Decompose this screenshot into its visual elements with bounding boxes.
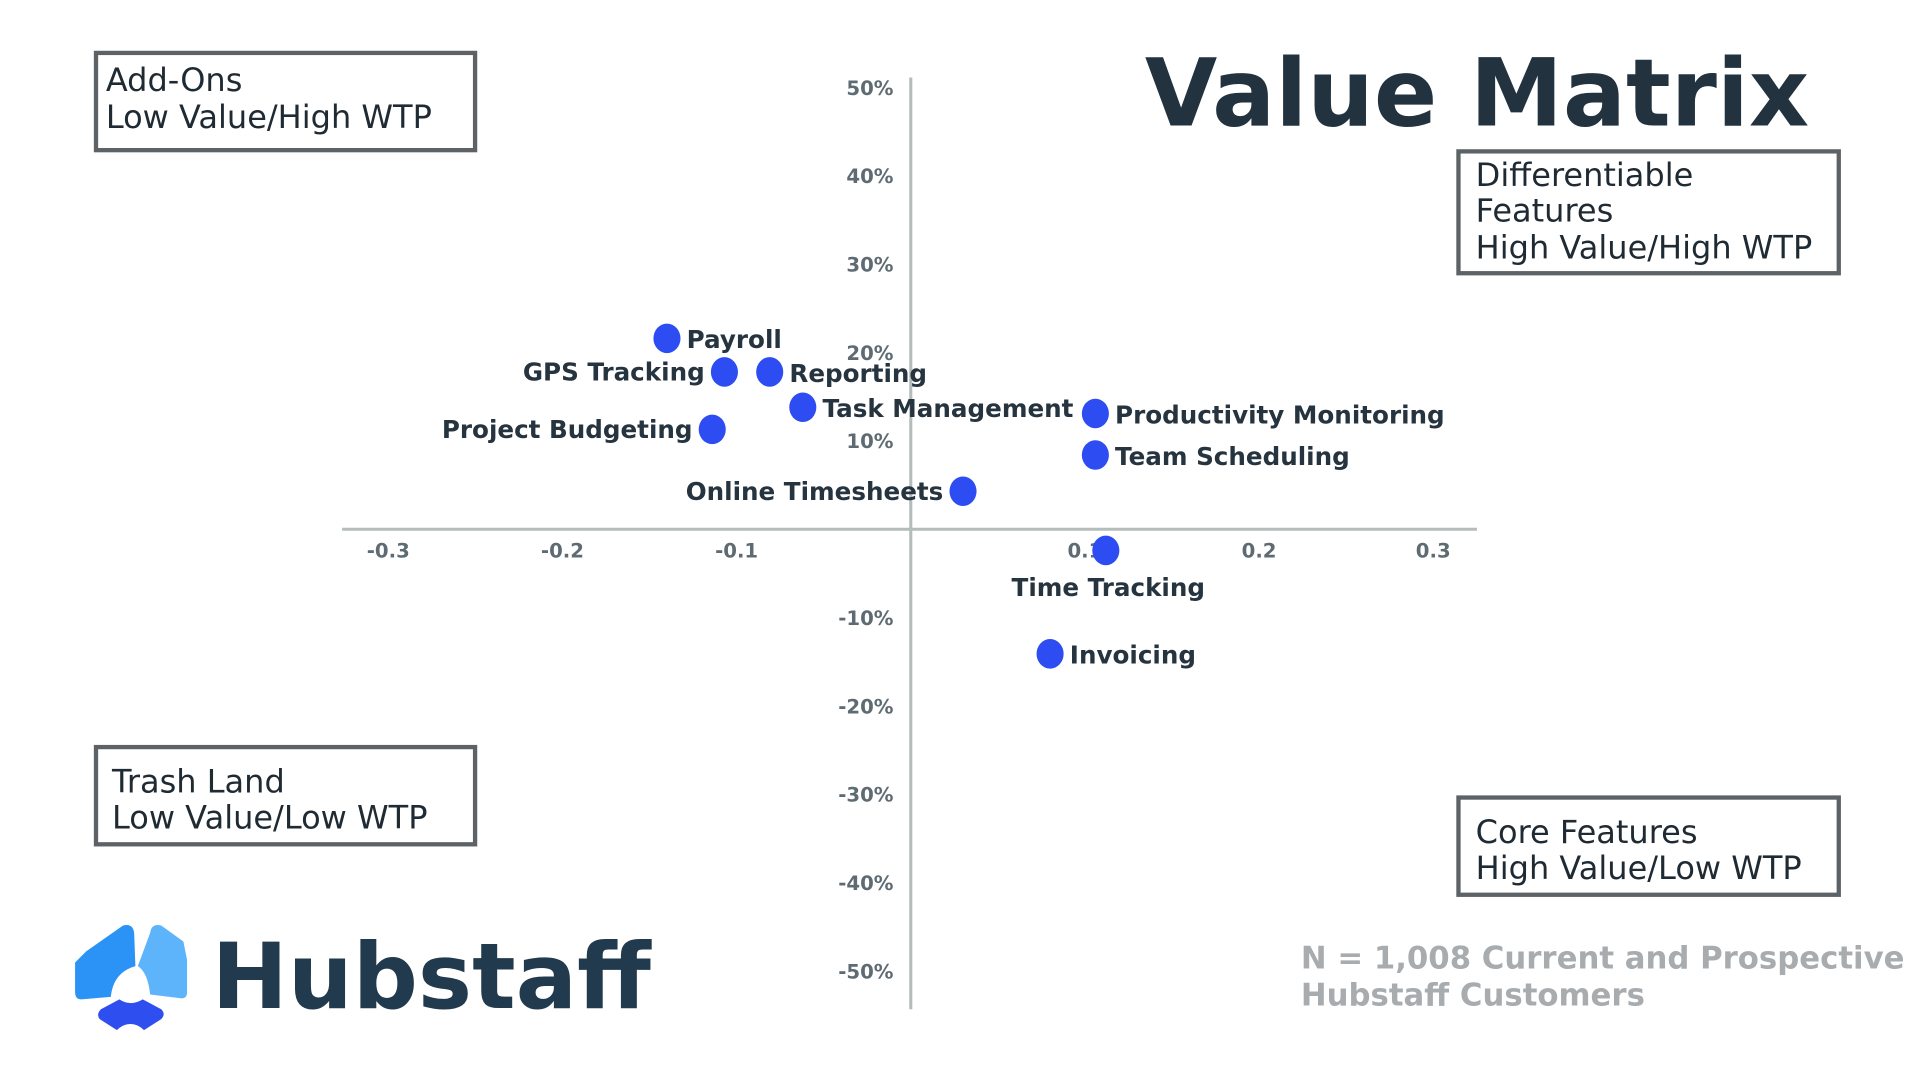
data-point[interactable] [1036, 639, 1064, 669]
quadrant-title: Trash Land [111, 763, 285, 801]
data-point-group: GPS Tracking [523, 357, 738, 387]
y-tick-label: 50% [846, 77, 893, 100]
data-point-group: Invoicing [1036, 639, 1196, 670]
data-point[interactable] [1092, 535, 1120, 566]
y-tick-label: -40% [838, 872, 894, 895]
quadrant-subtitle: Low Value/High WTP [106, 98, 432, 136]
quadrant-box-differentiable: Differentiable Features High Value/High … [1456, 149, 1841, 276]
data-point[interactable] [756, 357, 784, 387]
quadrant-title: Features [1476, 192, 1614, 230]
data-point[interactable] [698, 414, 726, 445]
data-point[interactable] [1081, 398, 1109, 429]
data-point[interactable] [653, 323, 681, 354]
y-tick-label: -10% [838, 607, 894, 630]
y-tick-label: 30% [846, 254, 893, 277]
data-point-group: Productivity Monitoring [1081, 398, 1445, 429]
data-point-label: Team Scheduling [1115, 442, 1350, 471]
quadrant-box-add-ons: Add-Ons Low Value/High WTP [93, 50, 478, 153]
y-tick-label: -20% [838, 695, 894, 718]
data-point-group: Reporting [756, 357, 927, 388]
quadrant-subtitle: Low Value/Low WTP [112, 798, 428, 836]
data-point-group: Project Budgeting [442, 414, 726, 445]
data-point-label: Reporting [789, 359, 927, 388]
data-point-group: Payroll [653, 323, 782, 354]
quadrant-title: Add-Ons [106, 61, 243, 99]
sample-note-line-1: N = 1,008 Current and Prospective [1301, 941, 1905, 977]
data-point[interactable] [949, 476, 977, 507]
hubstaff-logo: Hubstaff [75, 924, 652, 1031]
data-point-label: Online Timesheets [686, 477, 944, 506]
x-tick-label: 0.3 [1416, 540, 1451, 563]
y-tick-label: -50% [838, 960, 894, 983]
data-point-label: GPS Tracking [523, 358, 705, 387]
data-point[interactable] [710, 357, 738, 387]
data-point-group: Team Scheduling [1081, 440, 1350, 471]
quadrant-subtitle: High Value/Low WTP [1476, 849, 1802, 887]
x-tick-label: -0.2 [541, 540, 584, 563]
data-point-label: Invoicing [1070, 641, 1196, 670]
y-tick-label: 20% [846, 342, 893, 365]
data-point-group: Online Timesheets [686, 476, 977, 507]
y-tick-label: -30% [838, 784, 894, 807]
x-tick-label: 0.2 [1242, 540, 1277, 563]
quadrant-subtitle: High Value/High WTP [1476, 228, 1813, 266]
sample-note-line-2: Hubstaff Customers [1301, 978, 1645, 1014]
data-point-group: Task Management [789, 392, 1074, 423]
quadrant-box-core-features: Core Features High Value/Low WTP [1456, 795, 1841, 897]
quadrant-title: Differentiable [1476, 156, 1694, 194]
y-tick-label: 40% [846, 165, 893, 188]
x-tick-label: -0.3 [367, 540, 410, 563]
quadrant-title: Core Features [1476, 813, 1698, 851]
data-point-label: Project Budgeting [442, 415, 693, 444]
data-point-group: Time Tracking [1012, 535, 1205, 602]
chart-title: Value Matrix [1145, 40, 1809, 149]
quadrant-box-trash-land: Trash Land Low Value/Low WTP [93, 744, 478, 847]
data-point-label: Productivity Monitoring [1115, 400, 1445, 429]
y-tick-label: 10% [846, 430, 893, 453]
data-point[interactable] [1081, 440, 1109, 470]
x-tick-label: -0.1 [715, 540, 758, 563]
data-point-label: Payroll [687, 325, 782, 354]
data-point-label: Time Tracking [1012, 573, 1205, 602]
data-point-label: Task Management [822, 394, 1073, 423]
hubstaff-wordmark: Hubstaff [212, 924, 652, 1030]
hubstaff-logo-icon [75, 925, 188, 1031]
data-point[interactable] [789, 392, 817, 423]
